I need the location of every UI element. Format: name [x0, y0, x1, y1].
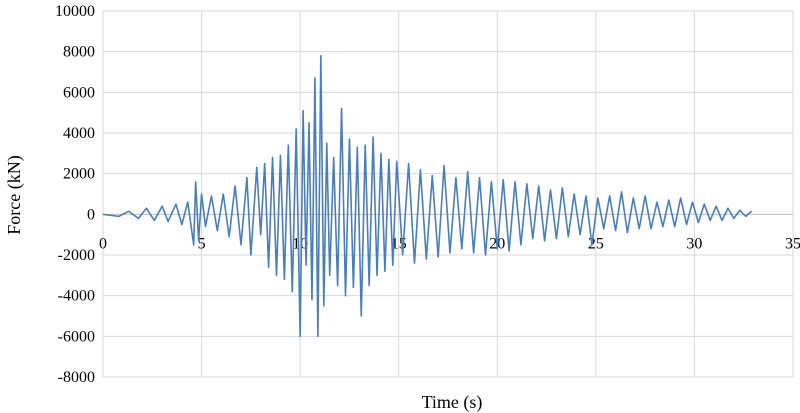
x-tick-label: 30 [686, 235, 702, 252]
y-tick-label: -4000 [58, 288, 95, 305]
y-tick-label: -6000 [58, 328, 95, 345]
y-tick-label: 2000 [63, 166, 95, 183]
x-tick-label: 0 [99, 235, 107, 252]
y-tick-label: 10000 [55, 3, 95, 20]
x-tick-label: 10 [292, 235, 308, 252]
x-tick-label: 5 [198, 235, 206, 252]
y-axis-title: Force (kN) [4, 155, 25, 234]
series-line [102, 54, 753, 338]
y-tick-label: -2000 [58, 247, 95, 264]
x-axis-title: Time (s) [422, 392, 483, 413]
x-tick-label: 35 [785, 235, 800, 252]
y-tick-label: -8000 [58, 369, 95, 386]
x-tick-label: 25 [588, 235, 604, 252]
y-tick-label: 0 [87, 206, 95, 223]
y-tick-label: 6000 [63, 84, 95, 101]
y-tick-label: 4000 [63, 125, 95, 142]
y-tick-label: 8000 [63, 44, 95, 61]
grid [102, 10, 794, 378]
y-axis: -8000 -6000 -4000 -2000 0 2000 4000 6000 8000 100… [55, 3, 95, 386]
